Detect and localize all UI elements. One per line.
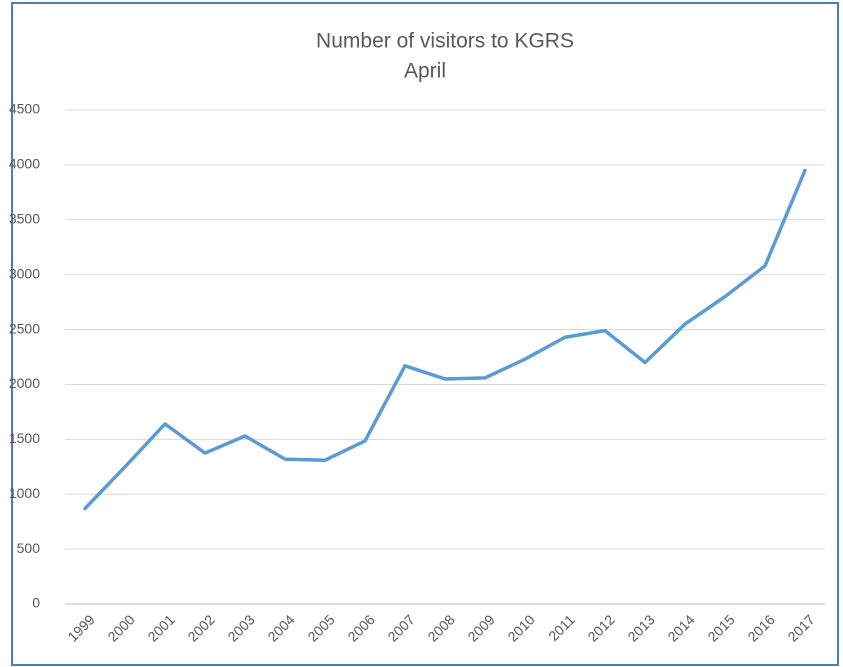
y-tick-label: 3000 (9, 265, 40, 281)
y-tick-label: 4500 (9, 101, 40, 117)
data-line (83, 168, 807, 511)
chart-frame (11, 2, 839, 666)
y-tick-label: 0 (32, 595, 40, 611)
y-tick-label: 500 (17, 540, 41, 556)
chart-title: Number of visitors to KGRS (316, 30, 574, 53)
y-tick-label: 1000 (9, 485, 40, 501)
y-tick-label: 3500 (9, 210, 40, 226)
y-tick-label: 2500 (9, 320, 40, 336)
chart-subtitle: April (404, 60, 446, 83)
y-tick-label: 1500 (9, 430, 40, 446)
y-tick-label: 2000 (9, 375, 40, 391)
y-tick-label: 4000 (9, 156, 40, 172)
